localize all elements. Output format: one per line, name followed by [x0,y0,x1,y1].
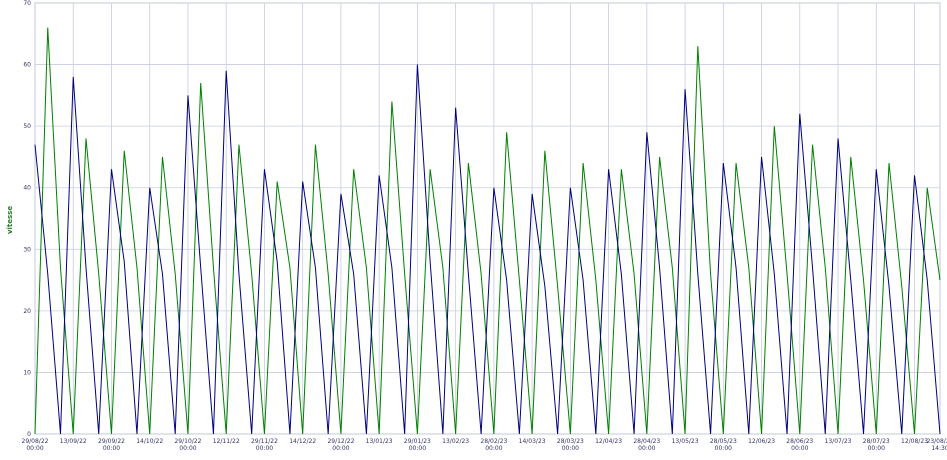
x-tick-label: 13/07/23 [825,438,852,445]
x-tick-label: 13/05/23 [672,438,699,445]
x-tick-label: 23/08/2314:30 [927,438,947,452]
y-tick-label: 0 [27,431,31,438]
x-tick-label: 29/01/23 00:00 [404,438,431,452]
series-line [34,64,941,435]
y-axis-label: vitesse [6,206,14,234]
plot-area [34,2,941,435]
x-tick-label: 14/03/23 [519,438,546,445]
x-tick-label: 29/11/22 00:00 [251,438,278,452]
x-tick-label: 28/03/23 00:00 [557,438,584,452]
y-tick-label: 50 [23,123,31,130]
x-tick-label: 29/08/22 00:00 [22,438,49,452]
x-tick-label: 29/12/22 00:00 [327,438,354,452]
x-tick-label: 28/04/23 00:00 [633,438,660,452]
x-tick-label: 12/11/22 [213,438,240,445]
x-tick-label: 14/10/22 [136,438,163,445]
x-tick-label: 29/09/22 00:00 [98,438,125,452]
x-tick-label: 28/02/23 00:00 [480,438,507,452]
y-tick-label: 10 [23,369,31,376]
x-tick-label: 12/04/23 [595,438,622,445]
x-tick-label: 29/10/22 00:00 [174,438,201,452]
x-tick-label: 12/08/23 [901,438,928,445]
x-tick-label: 28/05/23 00:00 [710,438,737,452]
x-tick-label: 12/06/23 [748,438,775,445]
x-tick-label: 13/01/23 [366,438,393,445]
x-tick-label: 14/12/22 [289,438,316,445]
x-tick-label: 13/09/22 [60,438,87,445]
y-tick-label: 70 [23,0,31,7]
x-tick-label: 28/06/23 00:00 [786,438,813,452]
y-tick-label: 40 [23,185,31,192]
x-tick-label: 13/02/23 [442,438,469,445]
y-tick-label: 60 [23,62,31,69]
x-tick-label: 28/07/23 00:00 [863,438,890,452]
series-line [34,27,941,435]
y-tick-label: 20 [23,308,31,315]
y-tick-label: 30 [23,246,31,253]
